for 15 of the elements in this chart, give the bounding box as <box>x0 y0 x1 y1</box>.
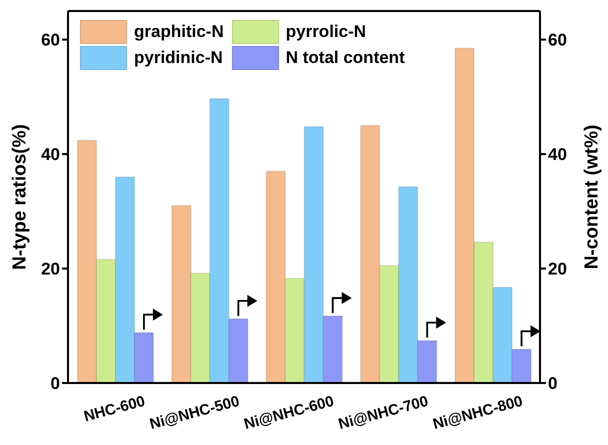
y2-tick-label: 20 <box>548 260 567 279</box>
legend-label: pyrrolic-N <box>286 22 366 42</box>
y-tick-label: 0 <box>50 374 60 394</box>
legend-label: pyridinic-N <box>134 48 223 68</box>
y-axis-title: N-type ratios(%) <box>10 124 31 270</box>
y-tick-label: 60 <box>41 30 60 50</box>
legend-label: N total content <box>286 48 405 68</box>
x-tick-label: NHC-600 <box>82 392 147 426</box>
y-tick-label: 20 <box>41 260 60 279</box>
y2-tick-label: 40 <box>548 145 567 164</box>
y2-tick-label: 60 <box>548 30 567 50</box>
legend-label: graphitic-N <box>134 22 224 42</box>
y2-tick-label: 0 <box>548 374 558 394</box>
y2-axis-title: N-content (wt%) <box>582 124 603 270</box>
y-tick-label: 40 <box>41 145 60 164</box>
